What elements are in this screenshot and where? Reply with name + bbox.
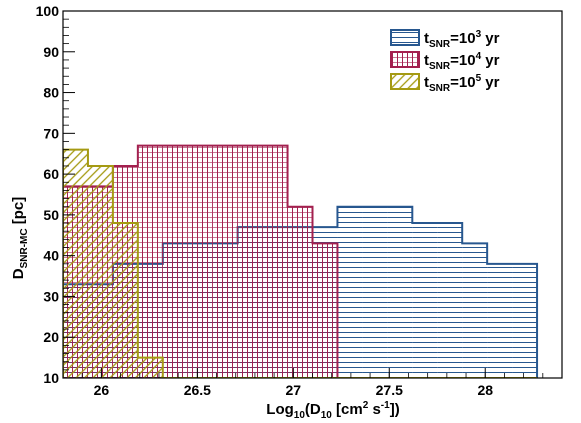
series-1-bar-19 — [512, 263, 538, 378]
y-tick-label-6: 60 — [43, 166, 59, 182]
series-2-bar-7 — [212, 145, 238, 378]
x-tick-label-1: 26 — [94, 382, 110, 398]
legend-swatch-1 — [390, 29, 420, 46]
legend-swatch-2 — [390, 51, 420, 68]
series-1-bar-12 — [337, 206, 363, 378]
series-3-bar-2 — [87, 165, 113, 378]
y-tick-label-1: 10 — [43, 370, 59, 386]
series-2-bar-9 — [262, 145, 288, 378]
x-axis: 26 26.5 27 27.5 28 — [62, 368, 563, 398]
x-tick-label-3: 27 — [286, 382, 302, 398]
series-2-bar-5 — [162, 145, 188, 378]
legend-label-3: tSNR=105 yr — [424, 73, 500, 94]
series-1-bar-17 — [462, 243, 488, 378]
x-tick-label-5: 28 — [477, 382, 493, 398]
y-tick-label-4: 40 — [43, 248, 59, 264]
series-2-bar-6 — [187, 145, 213, 378]
series-3-bar-4 — [137, 357, 163, 378]
series-2-bar-11 — [312, 243, 338, 378]
series-layer — [63, 144, 539, 378]
y-axis-label: DSNR-MC [pc] — [10, 197, 30, 280]
x-tick-label-2: 26.5 — [184, 382, 211, 398]
y-tick-label-8: 80 — [43, 85, 59, 101]
legend-label-1: tSNR=103 yr — [424, 29, 500, 50]
legend-item-1: tSNR=103 yr — [390, 29, 500, 50]
x-axis-label: Log10(D10 [cm2 s-1]) — [266, 400, 399, 421]
y-tick-label-7: 70 — [43, 125, 59, 141]
series-1-bar-13 — [362, 206, 388, 378]
series-1-bar-14 — [387, 206, 413, 378]
series-2-bar-4 — [137, 145, 163, 378]
series-2-outline — [63, 144, 538, 378]
x-tick-label-4: 27.5 — [376, 382, 403, 398]
series-2-bar-8 — [237, 145, 263, 378]
legend-item-3: tSNR=105 yr — [390, 73, 500, 94]
series-1-bar-16 — [437, 223, 463, 378]
series-3-bar-3 — [112, 223, 138, 378]
legend-item-2: tSNR=104 yr — [390, 51, 500, 72]
y-tick-label-9: 90 — [43, 44, 59, 60]
series-1-bar-15 — [412, 223, 438, 378]
series-1-bar-18 — [487, 263, 513, 378]
y-tick-label-5: 50 — [43, 207, 59, 223]
series-2-bar-10 — [287, 206, 313, 378]
y-tick-label-10: 100 — [36, 3, 60, 19]
y-tick-label-2: 20 — [43, 329, 59, 345]
y-axis: 10 20 30 40 50 60 70 80 90 100 — [36, 3, 75, 386]
legend-swatch-3 — [390, 73, 420, 90]
legend-label-2: tSNR=104 yr — [424, 51, 500, 72]
y-tick-label-3: 30 — [43, 288, 59, 304]
series-3-outline — [63, 148, 538, 378]
